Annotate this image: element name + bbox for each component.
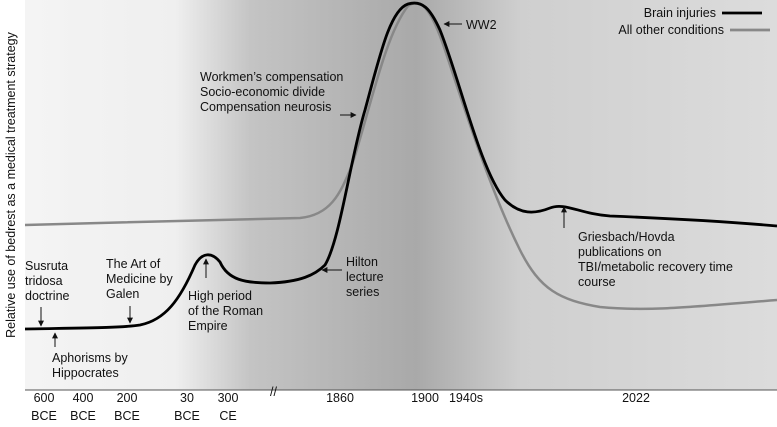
arrows xyxy=(38,21,567,347)
annotation: The Art of xyxy=(106,257,161,271)
annotation: lecture xyxy=(346,270,384,284)
legend-label: All other conditions xyxy=(618,23,724,37)
annotation: Susruta xyxy=(25,259,68,273)
annotation: tridosa xyxy=(25,274,63,288)
x-tick-label: 400 xyxy=(73,391,94,405)
annotation: Griesbach/Hovda xyxy=(578,230,675,244)
x-tick-label: BCE xyxy=(174,409,200,422)
x-tick-label: BCE xyxy=(31,409,57,422)
annotation: High period xyxy=(188,289,252,303)
annotation: TBI/metabolic recovery time xyxy=(578,260,733,274)
annotation: doctrine xyxy=(25,289,70,303)
x-tick-label: 600 xyxy=(34,391,55,405)
annotation: Aphorisms by xyxy=(52,351,128,365)
annotation: series xyxy=(346,285,379,299)
x-tick-label: 30 xyxy=(180,391,194,405)
brain-injuries-curve xyxy=(24,1,777,331)
annotation: publications on xyxy=(578,245,661,259)
x-tick-label: 1940s xyxy=(449,391,483,405)
x-tick-label: 300 xyxy=(218,391,239,405)
x-tick-label: 1900 xyxy=(411,391,439,405)
x-tick-label: 2022 xyxy=(622,391,650,405)
y-axis-label: Relative use of bedrest as a medical tre… xyxy=(4,31,18,337)
annotation: of the Roman xyxy=(188,304,263,318)
x-tick-label: BCE xyxy=(114,409,140,422)
annotation: Socio-economic divide xyxy=(200,85,325,99)
annotation: WW2 xyxy=(466,18,497,32)
axis-break: // xyxy=(270,385,277,399)
annotation: Hilton xyxy=(346,255,378,269)
annotation: Galen xyxy=(106,287,139,301)
x-tick-label: BCE xyxy=(70,409,96,422)
annotation: course xyxy=(578,275,616,289)
x-tick-label: 1860 xyxy=(326,391,354,405)
annotation: Hippocrates xyxy=(52,366,119,380)
annotation: Compensation neurosis xyxy=(200,100,331,114)
x-tick-label: 200 xyxy=(117,391,138,405)
annotation: Medicine by xyxy=(106,272,173,286)
plot-background xyxy=(25,0,777,390)
labels: Relative use of bedrest as a medical tre… xyxy=(4,6,733,423)
annotation: Empire xyxy=(188,319,228,333)
annotation: Workmen’s compensation xyxy=(200,70,343,84)
x-tick-label: CE xyxy=(219,409,236,422)
legend-label: Brain injuries xyxy=(644,6,716,20)
